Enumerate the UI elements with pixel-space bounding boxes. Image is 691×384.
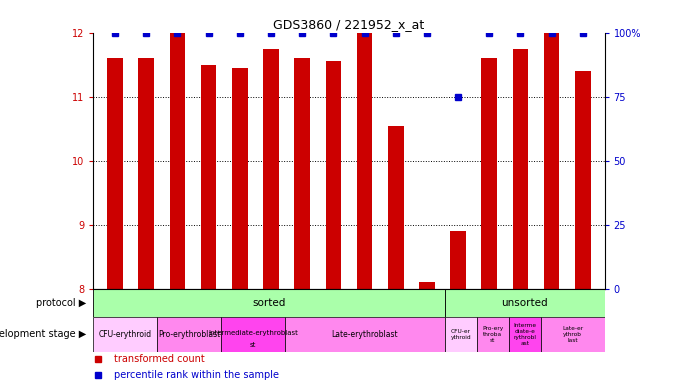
Bar bbox=[575, 71, 591, 289]
Bar bbox=[221, 317, 285, 352]
Text: Intermediate-erythroblast: Intermediate-erythroblast bbox=[208, 329, 298, 336]
Text: unsorted: unsorted bbox=[502, 298, 548, 308]
Text: Late-erythroblast: Late-erythroblast bbox=[332, 330, 398, 339]
Bar bbox=[201, 65, 216, 289]
Bar bbox=[357, 33, 372, 289]
Bar bbox=[419, 283, 435, 289]
Bar bbox=[388, 126, 404, 289]
Bar bbox=[107, 58, 123, 289]
Bar bbox=[451, 231, 466, 289]
Bar bbox=[93, 317, 158, 352]
Bar bbox=[325, 61, 341, 289]
Bar bbox=[540, 317, 605, 352]
Bar bbox=[158, 317, 221, 352]
Text: percentile rank within the sample: percentile rank within the sample bbox=[114, 369, 278, 379]
Bar bbox=[170, 33, 185, 289]
Bar bbox=[93, 289, 445, 317]
Bar bbox=[138, 58, 154, 289]
Bar bbox=[263, 49, 278, 289]
Bar bbox=[544, 33, 560, 289]
Text: development stage ▶: development stage ▶ bbox=[0, 329, 86, 339]
Text: Pro-erythroblast: Pro-erythroblast bbox=[158, 330, 220, 339]
Text: st: st bbox=[250, 342, 256, 348]
Bar bbox=[445, 317, 477, 352]
Bar bbox=[285, 317, 445, 352]
Title: GDS3860 / 221952_x_at: GDS3860 / 221952_x_at bbox=[274, 18, 424, 31]
Bar bbox=[445, 289, 605, 317]
Text: Late-er
ythrob
last: Late-er ythrob last bbox=[562, 326, 583, 343]
Bar bbox=[477, 317, 509, 352]
Bar bbox=[509, 317, 540, 352]
Text: CFU-er
ythroid: CFU-er ythroid bbox=[451, 329, 471, 340]
Bar bbox=[294, 58, 310, 289]
Bar bbox=[482, 58, 497, 289]
Bar bbox=[513, 49, 528, 289]
Text: Interme
diate-e
rythrobl
ast: Interme diate-e rythrobl ast bbox=[513, 323, 536, 346]
Text: protocol ▶: protocol ▶ bbox=[36, 298, 86, 308]
Text: Pro-ery
throba
st: Pro-ery throba st bbox=[482, 326, 504, 343]
Bar bbox=[232, 68, 247, 289]
Text: transformed count: transformed count bbox=[114, 354, 205, 364]
Text: CFU-erythroid: CFU-erythroid bbox=[99, 330, 152, 339]
Text: sorted: sorted bbox=[252, 298, 286, 308]
